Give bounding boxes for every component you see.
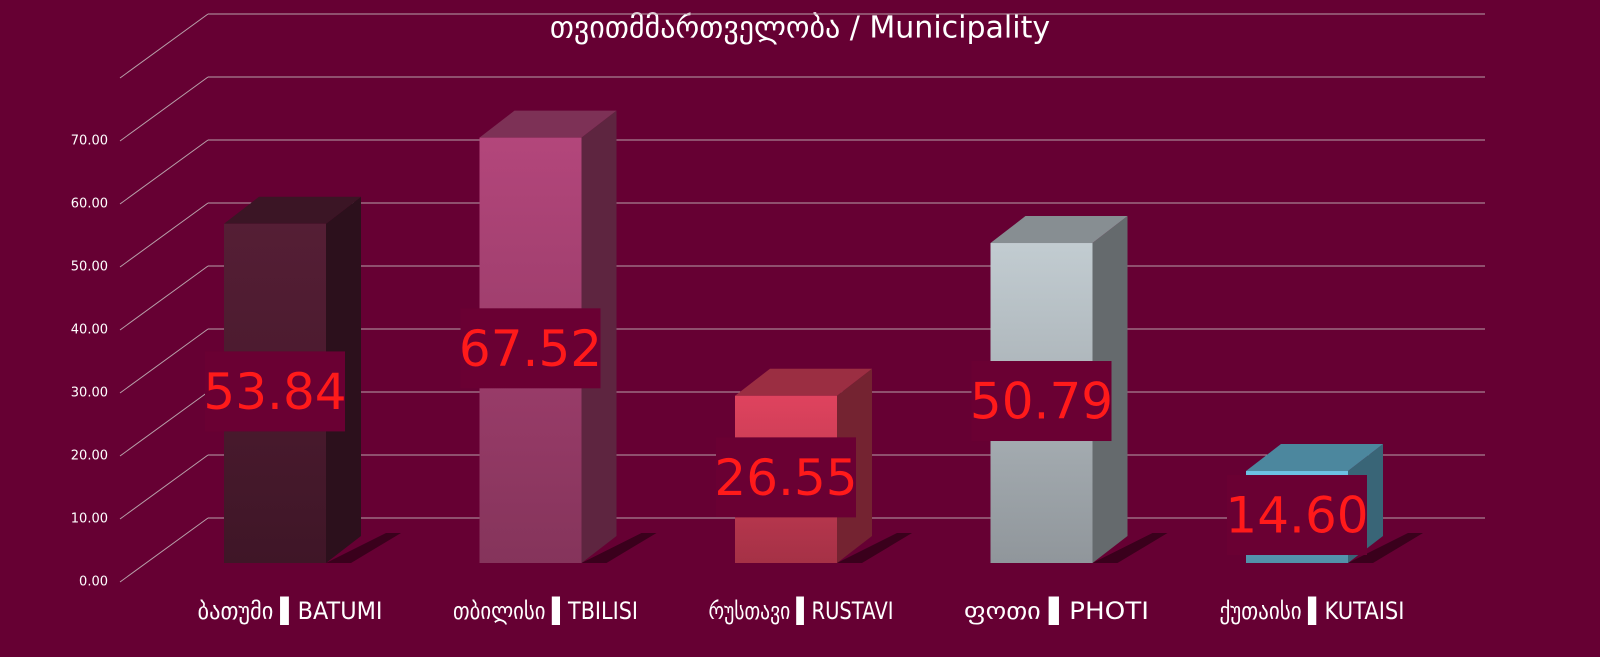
value-label: 26.55 — [714, 449, 857, 507]
bar-shadow — [1092, 533, 1168, 563]
x-tick-label: რუსთავი ▌RUSTAVI — [709, 596, 894, 625]
value-label: 53.84 — [203, 363, 346, 421]
grid-line — [119, 328, 209, 394]
value-label: 67.52 — [459, 320, 602, 378]
value-label-box — [1227, 475, 1367, 556]
grid-line — [119, 391, 209, 457]
bar-shadow — [326, 533, 401, 563]
x-tick-label: ქუთაისი ▌KUTAISI — [1220, 596, 1405, 625]
value-label-box — [716, 437, 856, 518]
grid-line — [119, 517, 209, 583]
bar-top — [224, 196, 361, 224]
grid-line — [119, 265, 209, 331]
wall-edge — [119, 13, 209, 79]
y-tick-label: 50.00 — [71, 260, 108, 275]
bar-top — [990, 216, 1128, 244]
grid-line — [119, 202, 209, 268]
value-label-box — [460, 308, 601, 389]
grid-line — [119, 139, 209, 205]
y-tick-label: 30.00 — [71, 386, 108, 401]
value-label: 14.60 — [1225, 487, 1368, 545]
grid-line — [119, 76, 209, 142]
bar-shadow — [837, 533, 912, 563]
value-label-box — [971, 361, 1112, 442]
y-tick-label: 70.00 — [71, 134, 108, 149]
x-tick-label: თბილისი ▌TBILISI — [453, 596, 638, 625]
bar-top — [735, 368, 872, 396]
y-tick-label: 40.00 — [71, 323, 108, 338]
y-tick-label: 20.00 — [71, 449, 108, 464]
bar-top — [479, 110, 617, 138]
grid-line — [119, 454, 209, 520]
value-label-box — [205, 351, 345, 432]
x-tick-label: ბათუმი ▌BATUMI — [198, 596, 383, 625]
y-tick-label: 60.00 — [71, 197, 108, 212]
y-tick-label: 0.00 — [79, 575, 108, 590]
bar-shadow — [1348, 533, 1423, 563]
bar-top — [1246, 444, 1383, 472]
chart-title: თვითმმართველობა / Municipality — [550, 11, 1050, 46]
bar-shadow — [581, 533, 657, 563]
y-tick-label: 10.00 — [71, 512, 108, 527]
x-tick-label: ფოთი ▌PHOTI — [964, 596, 1149, 625]
value-label: 50.79 — [970, 373, 1113, 431]
